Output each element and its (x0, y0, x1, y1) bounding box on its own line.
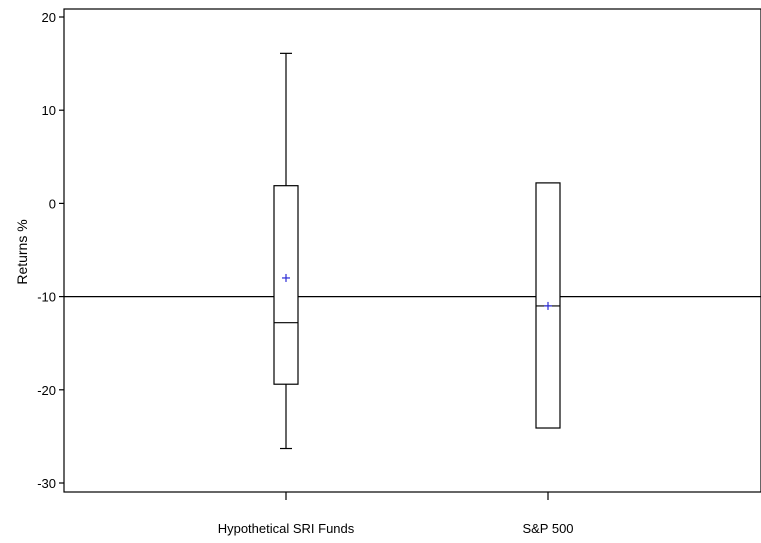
plot-frame (63, 8, 761, 493)
mean-marker (544, 301, 552, 310)
iqr-box (273, 185, 299, 385)
box-2 (535, 182, 561, 429)
box-1 (273, 52, 299, 450)
y-tick-label: 10 (42, 103, 56, 118)
mean-marker (282, 273, 290, 282)
y-tick-label: -30 (37, 476, 56, 491)
x-category-label: Hypothetical SRI Funds (218, 521, 355, 536)
x-category-label: S&P 500 (522, 521, 573, 536)
y-tick-label: 0 (49, 196, 56, 211)
box-series (273, 52, 561, 450)
y-axis-title: Returns % (14, 219, 30, 284)
y-tick-label: 20 (42, 10, 56, 25)
y-tick-label: -10 (37, 290, 56, 305)
y-tick-label: -20 (37, 383, 56, 398)
x-axis: Hypothetical SRI Funds S&P 500 (218, 492, 574, 536)
y-axis: 20 10 0 -10 -20 -30 (37, 10, 64, 491)
